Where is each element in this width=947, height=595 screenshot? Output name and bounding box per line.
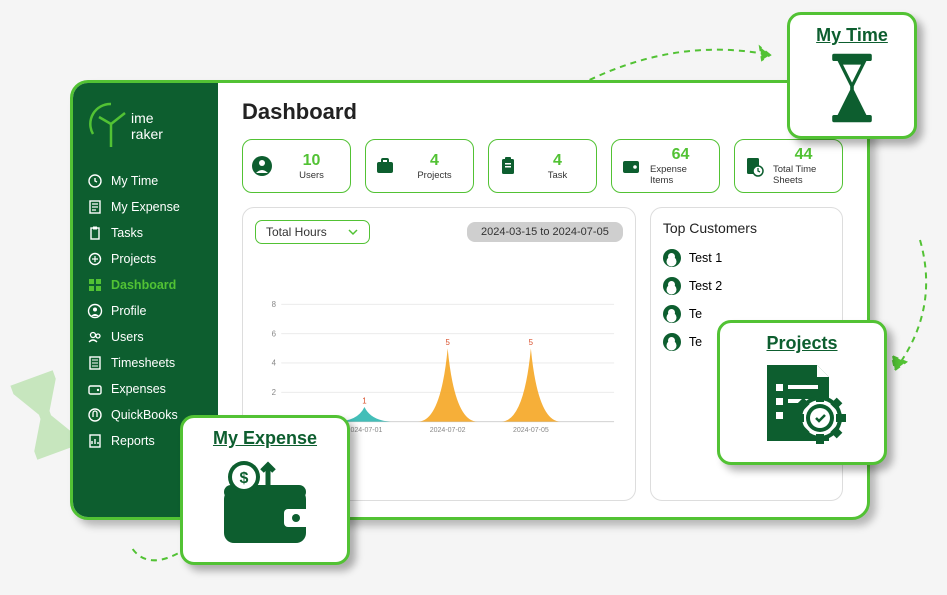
sidebar-item-my-time[interactable]: My Time: [73, 168, 218, 194]
stat-label: Users: [299, 170, 324, 181]
sidebar-item-label: Reports: [111, 434, 155, 448]
page-title: Dashboard: [242, 99, 843, 125]
svg-text:4: 4: [272, 359, 277, 368]
logo-text-2: raker: [131, 126, 163, 142]
customer-name: Test 2: [689, 279, 722, 293]
report-icon: [87, 433, 103, 449]
customer-name: Te: [689, 307, 702, 321]
sidebar-item-label: Tasks: [111, 226, 143, 240]
sidebar-item-label: QuickBooks: [111, 408, 178, 422]
avatar-icon: [663, 277, 681, 295]
quickbooks-icon: [87, 407, 103, 423]
nav-list: My Time My Expense Tasks Projects Dashboard P…: [73, 168, 218, 454]
sidebar-item-expenses[interactable]: Expenses: [73, 376, 218, 402]
svg-text:5: 5: [445, 338, 450, 347]
svg-text:1: 1: [362, 396, 366, 405]
svg-text:5: 5: [529, 338, 534, 347]
sidebar-item-label: Expenses: [111, 382, 166, 396]
customers-title: Top Customers: [663, 220, 830, 236]
stat-card-users[interactable]: 10Users: [242, 139, 351, 193]
stat-value: 4: [553, 152, 562, 170]
clipboard-icon: [497, 155, 519, 177]
svg-text:2024-07-05: 2024-07-05: [513, 427, 549, 434]
date-range-pill[interactable]: 2024-03-15 to 2024-07-05: [467, 222, 623, 242]
sidebar-item-profile[interactable]: Profile: [73, 298, 218, 324]
svg-text:8: 8: [272, 300, 277, 309]
receipt-icon: [87, 199, 103, 215]
stat-card-expense-items[interactable]: 64Expense Items: [611, 139, 720, 193]
stat-card-projects[interactable]: 4Projects: [365, 139, 474, 193]
float-card-expense[interactable]: My Expense $: [180, 415, 350, 565]
sidebar-item-my-expense[interactable]: My Expense: [73, 194, 218, 220]
brain-icon: [87, 251, 103, 267]
wallet-icon: [620, 155, 642, 177]
sidebar-item-label: My Expense: [111, 200, 180, 214]
stat-value: 44: [795, 146, 813, 164]
clock-user-icon: [87, 173, 103, 189]
stat-label: Task: [548, 170, 568, 181]
users-icon: [87, 329, 103, 345]
avatar-icon: [663, 305, 681, 323]
sidebar-item-label: Projects: [111, 252, 156, 266]
stat-label: Total Time Sheets: [773, 164, 834, 186]
stat-value: 10: [303, 152, 321, 170]
svg-text:2024-07-01: 2024-07-01: [347, 427, 383, 434]
sidebar-item-label: Users: [111, 330, 144, 344]
float-title: My Expense: [213, 428, 317, 449]
stat-card-total-time-sheets[interactable]: 44Total Time Sheets: [734, 139, 843, 193]
stat-label: Projects: [417, 170, 451, 181]
user-icon: [251, 155, 273, 177]
customer-row[interactable]: Test 2: [663, 272, 830, 300]
customer-name: Test 1: [689, 251, 722, 265]
sidebar-item-users[interactable]: Users: [73, 324, 218, 350]
briefcase-icon: [374, 155, 396, 177]
chart-metric-dropdown[interactable]: Total Hours: [255, 220, 370, 244]
float-card-projects[interactable]: Projects: [717, 320, 887, 465]
logo: ime raker: [73, 95, 218, 168]
float-card-mytime[interactable]: My Time: [787, 12, 917, 139]
svg-text:2: 2: [272, 388, 276, 397]
wallet-icon: [87, 381, 103, 397]
chart-header: Total Hours 2024-03-15 to 2024-07-05: [255, 220, 623, 244]
sidebar-item-label: Dashboard: [111, 278, 176, 292]
stat-value: 4: [430, 152, 439, 170]
sidebar-item-label: Timesheets: [111, 356, 175, 370]
sidebar-item-projects[interactable]: Projects: [73, 246, 218, 272]
wallet-money-icon: $: [210, 455, 320, 550]
sidebar-item-tasks[interactable]: Tasks: [73, 220, 218, 246]
logo-text-1: ime: [131, 110, 154, 126]
sidebar-item-label: My Time: [111, 174, 158, 188]
user-circle-icon: [87, 303, 103, 319]
stat-card-task[interactable]: 4Task: [488, 139, 597, 193]
project-file-gear-icon: [752, 360, 852, 450]
timesheet-icon: [87, 355, 103, 371]
chevron-down-icon: [347, 226, 359, 238]
clipboard-icon: [87, 225, 103, 241]
sidebar-item-dashboard[interactable]: Dashboard: [73, 272, 218, 298]
float-title: My Time: [816, 25, 888, 46]
dashboard-icon: [87, 277, 103, 293]
customer-name: Te: [689, 335, 702, 349]
sidebar-item-timesheets[interactable]: Timesheets: [73, 350, 218, 376]
svg-text:2024-07-02: 2024-07-02: [430, 427, 466, 434]
stat-label: Expense Items: [650, 164, 711, 186]
hourglass-icon: [822, 52, 882, 124]
sidebar-item-label: Profile: [111, 304, 146, 318]
svg-text:6: 6: [272, 329, 277, 338]
dropdown-label: Total Hours: [266, 225, 327, 239]
avatar-icon: [663, 249, 681, 267]
avatar-icon: [663, 333, 681, 351]
float-title: Projects: [766, 333, 837, 354]
svg-text:$: $: [240, 470, 249, 487]
stat-value: 64: [672, 146, 690, 164]
customer-row[interactable]: Test 1: [663, 244, 830, 272]
stats-row: 10Users4Projects4Task64Expense Items44To…: [242, 139, 843, 193]
file-clock-icon: [743, 155, 765, 177]
